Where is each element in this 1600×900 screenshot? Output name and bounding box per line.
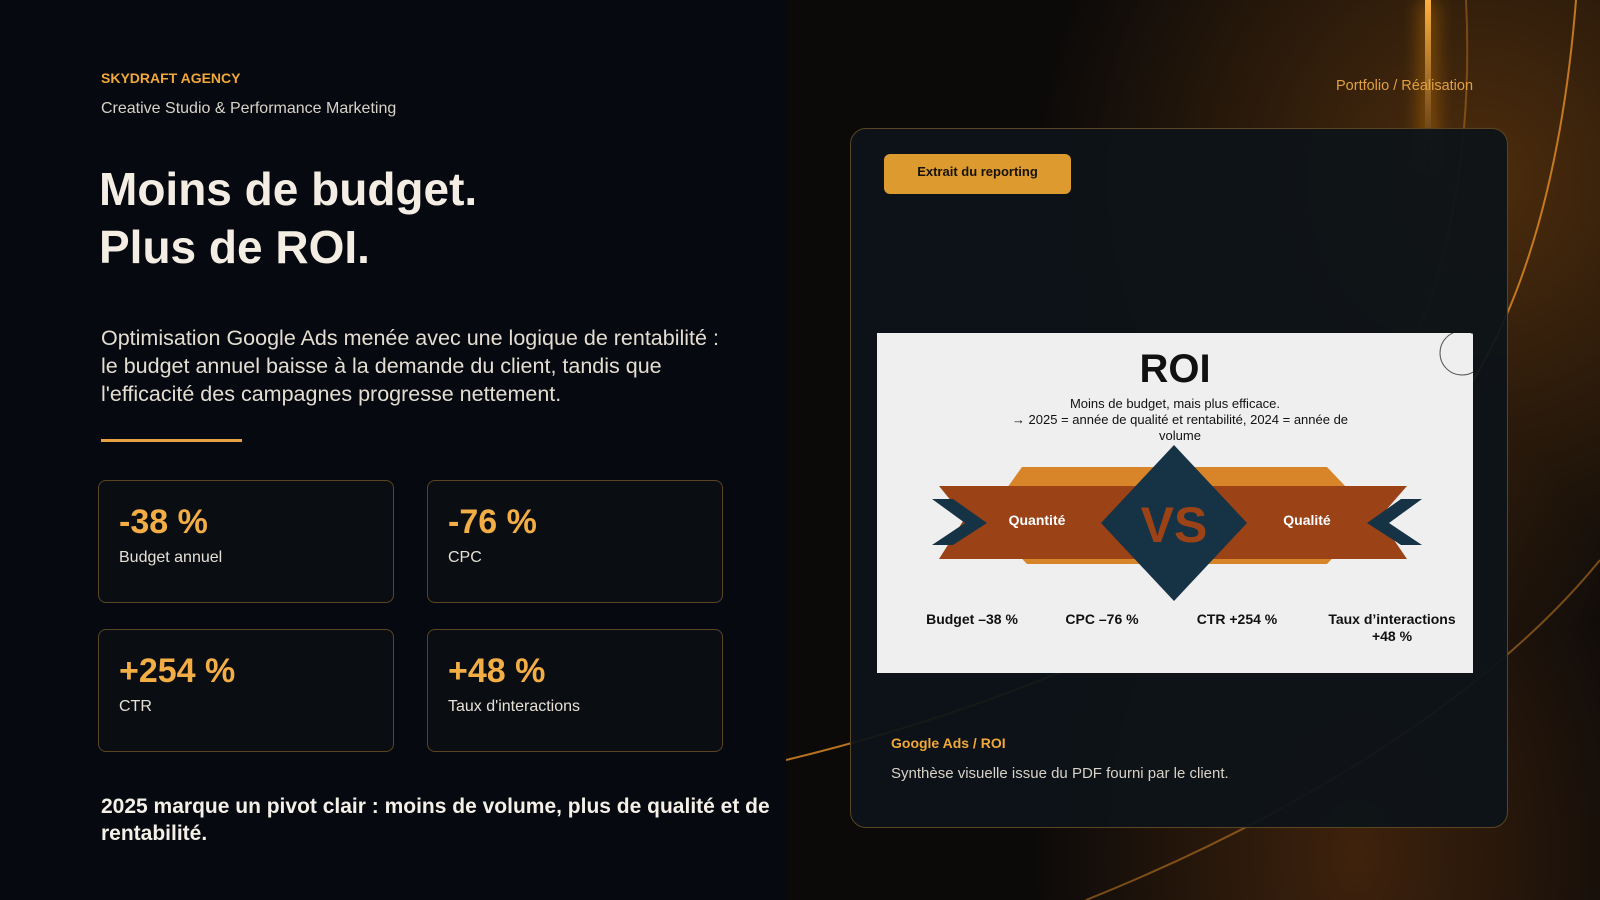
reporting-badge: Extrait du reporting	[884, 154, 1071, 194]
light-beam	[1425, 0, 1431, 170]
slide-subtitle: Moins de budget, mais plus efficace.	[1069, 396, 1281, 411]
stat-value: -76 %	[448, 503, 537, 541]
stat-label: CTR	[119, 698, 152, 715]
conclusion: 2025 marque un pivot clair : moins de vo…	[101, 795, 770, 845]
slide-metric: CTR +254 %	[1196, 611, 1278, 627]
slide-title: ROI	[1139, 347, 1211, 391]
stat-value: -38 %	[119, 503, 208, 541]
caption-title: Google Ads / ROI	[891, 735, 1006, 751]
description: Optimisation Google Ads menée avec une l…	[101, 326, 719, 406]
stat-card-ctr: +254 % CTR	[98, 629, 394, 752]
brand-name: SKYDRAFT AGENCY	[101, 70, 241, 86]
slide-quality: Qualité	[1283, 512, 1331, 528]
stat-label: CPC	[448, 549, 482, 566]
slide-vs: VS	[1140, 497, 1208, 553]
brand-tagline: Creative Studio & Performance Marketing	[101, 100, 397, 117]
vs-graphic	[932, 333, 1473, 601]
title-line-1: Moins de budget.	[99, 163, 478, 215]
stat-label: Taux d'interactions	[448, 698, 581, 715]
slide-metric: Taux d’interactions +48 %	[1328, 611, 1456, 644]
report-slide-image: ROI Moins de budget, mais plus efficace.…	[877, 333, 1473, 673]
slide-metric: CPC –76 %	[1065, 611, 1139, 627]
slide-metric: Budget –38 %	[926, 611, 1018, 627]
breadcrumb[interactable]: Portfolio / Réalisation	[1336, 78, 1474, 94]
stat-value: +48 %	[448, 652, 546, 690]
slide-quantity: Quantité	[1008, 512, 1066, 528]
stat-card-interactions: +48 % Taux d'interactions	[427, 629, 723, 752]
stat-value: +254 %	[119, 652, 236, 690]
stat-card-cpc: -76 % CPC	[427, 480, 723, 603]
slide-subtitle-2: → 2025 = année de qualité et rentabilité…	[1011, 412, 1349, 443]
caption-text: Synthèse visuelle issue du PDF fourni pa…	[891, 765, 1229, 782]
reporting-card: Extrait du reporting ROI Moins de budget…	[850, 128, 1508, 828]
divider	[101, 439, 242, 442]
left-panel: SKYDRAFT AGENCY Creative Studio & Perfor…	[0, 0, 786, 900]
page-title: Moins de budget. Plus de ROI.	[99, 160, 477, 276]
title-line-2: Plus de ROI.	[99, 221, 370, 273]
stat-label: Budget annuel	[119, 549, 223, 566]
stat-card-budget: -38 % Budget annuel	[98, 480, 394, 603]
